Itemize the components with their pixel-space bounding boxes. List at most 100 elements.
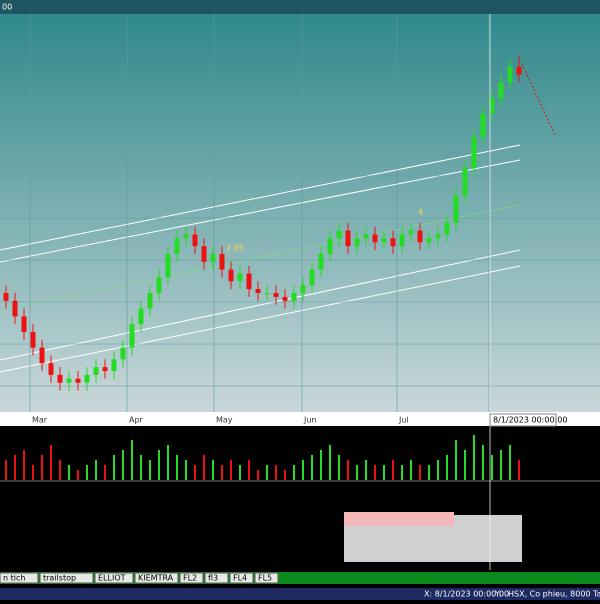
channel-lines (0, 63, 556, 373)
candle-body (246, 273, 252, 290)
volume-bar (41, 455, 43, 480)
candle-body (21, 316, 27, 332)
volume-bar (167, 445, 169, 480)
volume-bar (329, 445, 331, 480)
volume-bar (77, 470, 79, 480)
candle-body (30, 332, 36, 348)
volume-bar (131, 440, 133, 480)
month-label: Apr (129, 416, 144, 425)
candle-body (3, 293, 9, 301)
candle-body (426, 238, 432, 243)
volume-bar (356, 465, 358, 480)
candle-body (309, 269, 315, 286)
tab-label[interactable]: FL4 (233, 574, 247, 583)
candle-body (282, 296, 288, 301)
volume-bar (464, 450, 466, 480)
indicator-zone (344, 512, 454, 526)
volume-bar (266, 465, 268, 480)
volume-bar (518, 460, 520, 480)
tab[interactable] (204, 572, 229, 584)
candle-body (300, 285, 306, 293)
volume-bar (104, 465, 106, 480)
candle-body (39, 347, 45, 364)
candle-body (57, 374, 63, 383)
candle-body (264, 293, 270, 294)
volume-bar (122, 450, 124, 480)
volume-bar (248, 460, 250, 480)
volume-bar (113, 455, 115, 480)
tab-label[interactable]: KIEMTRA (138, 574, 174, 583)
volume-bar (50, 445, 52, 480)
tab-label[interactable]: n tich (3, 574, 25, 583)
volume-bar (140, 455, 142, 480)
candle-body (363, 234, 369, 239)
candle-body (273, 293, 279, 297)
candle-body (192, 234, 198, 247)
candle-body (390, 238, 396, 247)
volume-bar (500, 450, 502, 480)
volume-bar (284, 470, 286, 480)
candle-body (417, 230, 423, 243)
volume-bar (239, 465, 241, 480)
tab[interactable] (254, 572, 279, 584)
candle-body (498, 82, 504, 98)
candle-body (471, 137, 477, 169)
volume-bar (482, 445, 484, 480)
month-label: May (216, 416, 233, 425)
tab[interactable] (0, 572, 39, 584)
volume-bar (509, 445, 511, 480)
status-text: X: 8/1/2023 00:00:00 (424, 590, 509, 599)
candle-body (354, 238, 360, 247)
volume-bar (374, 465, 376, 480)
tab-label[interactable]: fl3 (208, 574, 218, 583)
volume-bar (275, 465, 277, 480)
volume-bar (446, 455, 448, 480)
volume-bar (59, 460, 61, 480)
price-panel (0, 0, 600, 412)
volume-bar (491, 455, 493, 480)
tab[interactable] (94, 572, 134, 584)
volume-bar (176, 455, 178, 480)
annotation: 2.95 (226, 244, 244, 253)
tab-label[interactable]: trailstop (43, 574, 76, 583)
volume-bar (410, 460, 412, 480)
volume-bar (257, 470, 259, 480)
volume-bar (149, 460, 151, 480)
candle-body (480, 113, 486, 137)
candle-body (12, 300, 18, 317)
volume-bar (14, 455, 16, 480)
candle-body (399, 234, 405, 247)
tab[interactable] (229, 572, 254, 584)
candle-body (147, 293, 153, 309)
candle-body (174, 238, 180, 254)
candle-body (372, 234, 378, 243)
volume-bar (5, 460, 7, 480)
candle-body (219, 254, 225, 270)
volume-bar (392, 460, 394, 480)
month-label: Mar (32, 416, 48, 425)
tab[interactable] (134, 572, 179, 584)
volume-bar (437, 460, 439, 480)
candle-body (210, 254, 216, 262)
tab[interactable] (179, 572, 204, 584)
panel-header (0, 0, 600, 14)
candle-body (120, 347, 126, 360)
tab[interactable] (39, 572, 94, 584)
volume-bar (302, 460, 304, 480)
date-axis (0, 412, 600, 426)
crosshair-label: 8/1/2023 00:00:00 (493, 416, 567, 425)
tab-label[interactable]: ELLIOT (98, 574, 126, 583)
volume-bar (185, 460, 187, 480)
month-label: Jun (303, 416, 317, 425)
tab-label[interactable]: FL2 (183, 574, 197, 583)
candle-body (237, 273, 243, 282)
candle-body (453, 195, 459, 223)
candle-body (318, 254, 324, 270)
volume-bar (86, 465, 88, 480)
candle-body (516, 66, 522, 75)
candle-body (165, 254, 171, 278)
candle-body (66, 378, 72, 383)
volume-bar (68, 465, 70, 480)
tab-label[interactable]: FL5 (258, 574, 272, 583)
